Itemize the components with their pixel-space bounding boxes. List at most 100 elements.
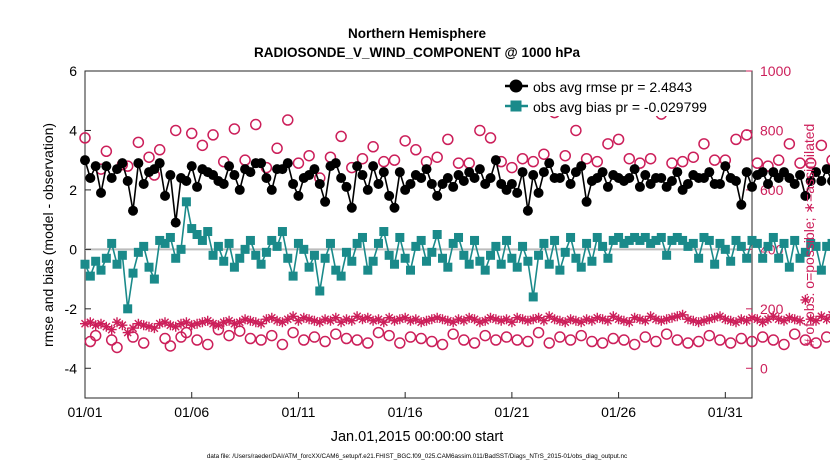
rmse-marker — [106, 173, 117, 184]
possible-obs-marker — [804, 157, 817, 169]
assimilated-obs-marker — [181, 317, 192, 328]
rmse-marker — [800, 190, 811, 201]
bias-marker — [251, 250, 261, 260]
possible-obs-marker — [436, 338, 449, 351]
possible-obs-marker — [410, 144, 422, 156]
bias-marker — [443, 262, 453, 272]
possible-obs-marker — [756, 331, 769, 343]
assimilated-obs-marker — [394, 314, 405, 325]
bias-marker — [491, 241, 501, 251]
bias-marker — [630, 232, 640, 242]
assimilated-obs-marker — [357, 314, 368, 325]
assimilated-obs-marker — [192, 318, 203, 329]
assimilated-obs-marker — [720, 314, 731, 325]
bias-marker — [496, 259, 506, 269]
possible-obs-marker — [153, 144, 166, 156]
rmse-marker — [330, 158, 341, 169]
assimilated-obs-marker — [795, 315, 805, 326]
possible-obs-marker — [532, 326, 545, 339]
assimilated-obs-marker — [437, 314, 448, 325]
bias-marker — [405, 265, 415, 275]
possible-obs-marker — [634, 157, 646, 169]
rmse-marker — [314, 178, 325, 189]
possible-obs-marker — [378, 155, 390, 168]
bias-marker — [219, 256, 229, 266]
rmse-marker — [448, 181, 459, 192]
assimilated-obs-marker — [629, 312, 640, 323]
bias-marker — [411, 241, 421, 251]
bias-marker — [752, 238, 762, 248]
rmse-marker — [757, 167, 768, 178]
rmse-marker — [624, 173, 635, 184]
rmse-marker — [282, 158, 293, 169]
assimilated-obs-marker — [469, 314, 480, 325]
possible-obs-marker — [404, 331, 417, 343]
assimilated-obs-marker — [634, 314, 645, 325]
possible-obs-marker — [185, 127, 198, 140]
assimilated-obs-marker — [261, 314, 272, 325]
assimilated-obs-marker — [715, 311, 725, 322]
possible-obs-marker — [826, 154, 830, 166]
bias-marker — [187, 224, 197, 234]
bias-marker — [710, 259, 720, 269]
rmse-marker — [160, 190, 171, 201]
rmse-marker — [640, 170, 651, 181]
bias-marker — [603, 253, 613, 263]
assimilated-obs-marker — [448, 317, 459, 328]
assimilated-obs-marker — [384, 312, 395, 323]
possible-obs-marker — [196, 139, 209, 152]
x-tick-label: 01/11 — [281, 404, 315, 420]
possible-obs-marker — [810, 337, 822, 349]
possible-obs-marker — [762, 160, 774, 172]
assimilated-obs-marker — [784, 312, 795, 323]
possible-obs-marker — [282, 114, 294, 126]
assimilated-obs-marker — [165, 320, 176, 331]
assimilated-obs-marker — [90, 320, 101, 331]
rmse-marker — [90, 161, 101, 172]
bias-marker — [816, 265, 826, 275]
bias-marker — [395, 232, 405, 242]
rmse-marker — [96, 187, 107, 198]
rmse-marker — [666, 175, 677, 186]
rmse-marker — [138, 178, 149, 189]
chart-title-line1: Northern Hemisphere — [348, 26, 487, 41]
possible-obs-marker — [372, 326, 385, 339]
bias-marker — [245, 235, 255, 245]
bias-marker — [736, 241, 746, 251]
bias-marker — [432, 230, 442, 239]
possible-obs-marker — [612, 133, 625, 146]
axes-frame — [84, 70, 753, 399]
assimilated-obs-marker — [133, 318, 144, 329]
assimilated-obs-marker — [538, 315, 549, 326]
possible-obs-marker — [559, 149, 571, 162]
bias-marker — [160, 238, 170, 248]
rmse-marker — [416, 173, 427, 184]
assimilated-obs-marker — [197, 317, 208, 328]
rmse-marker — [656, 173, 667, 184]
assimilated-obs-marker — [170, 321, 181, 332]
rmse-marker — [170, 217, 181, 228]
assimilated-obs-marker — [699, 315, 709, 326]
possible-obs-marker — [127, 331, 139, 343]
bias-marker — [272, 241, 282, 251]
assimilated-obs-marker — [613, 314, 624, 325]
assimilated-obs-marker — [688, 315, 699, 326]
possible-obs-marker — [602, 138, 614, 150]
bias-marker — [427, 247, 437, 257]
assimilated-obs-marker — [554, 315, 565, 326]
possible-obs-marker — [724, 337, 737, 349]
x-tick-label: 01/06 — [174, 404, 209, 420]
bias-marker — [101, 253, 111, 263]
rmse-marker — [85, 173, 96, 184]
bias-marker — [96, 265, 106, 275]
possible-obs-marker — [751, 157, 764, 169]
possible-obs-marker — [511, 334, 523, 346]
rmse-marker — [357, 170, 368, 181]
assimilated-obs-marker — [128, 323, 138, 334]
bias-marker — [379, 227, 389, 237]
rmse-marker — [512, 187, 523, 198]
rmse-marker — [336, 173, 347, 184]
possible-obs-marker — [586, 335, 598, 348]
assimilated-obs-marker — [186, 320, 197, 331]
possible-obs-marker — [159, 332, 171, 345]
